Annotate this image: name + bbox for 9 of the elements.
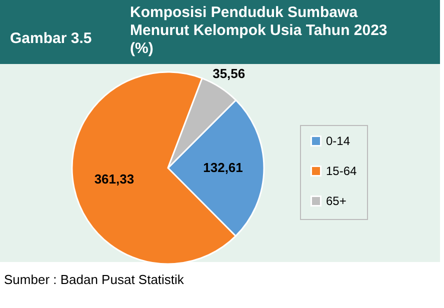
legend-label: 65+	[326, 194, 346, 208]
data-label: 361,33	[94, 171, 134, 186]
text: Sumber : Badan Pusat Statistik	[4, 272, 184, 287]
text: Gambar 3.5	[10, 30, 92, 47]
legend-label: 0-14	[326, 134, 350, 148]
chart-title: Komposisi Penduduk Sumbawa Menurut Kelompok Usia Tahun 2023 (%)	[130, 4, 388, 57]
data-label: 35,56	[212, 66, 246, 81]
data-label: 132,61	[203, 160, 243, 176]
legend-label: 15-64	[326, 164, 358, 178]
